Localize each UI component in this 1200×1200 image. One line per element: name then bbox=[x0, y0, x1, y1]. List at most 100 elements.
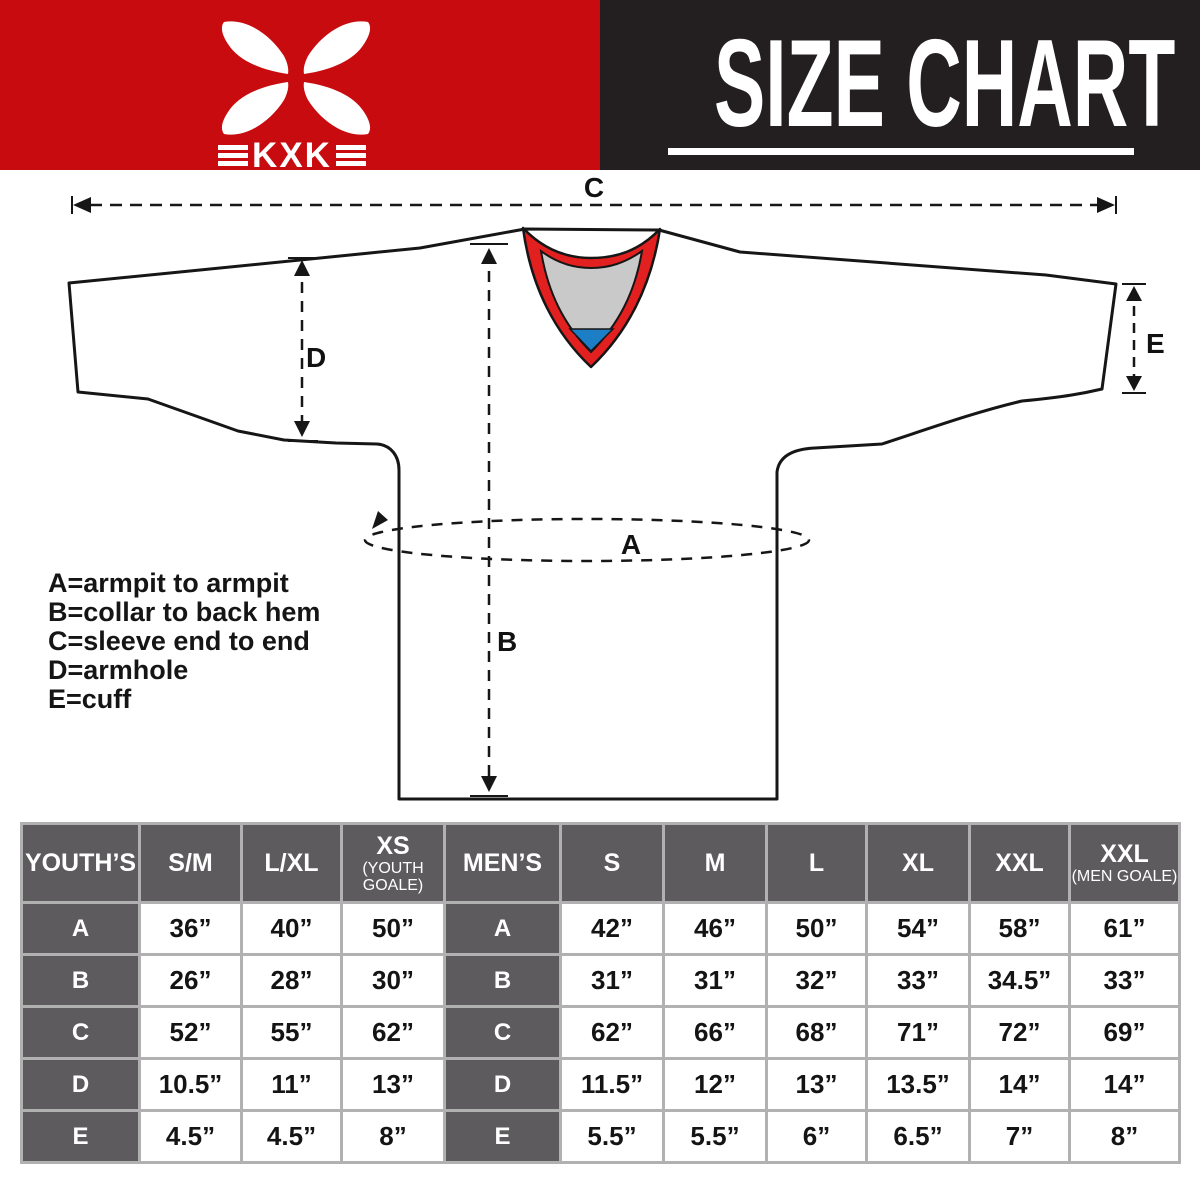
col-header-text: XXL bbox=[1100, 840, 1149, 868]
row-label: E bbox=[446, 1112, 559, 1161]
col-header-text: M bbox=[704, 849, 726, 877]
arrowhead-c-left bbox=[73, 197, 91, 213]
row-label: B bbox=[446, 956, 559, 1005]
size-value: 54” bbox=[868, 904, 968, 953]
measure-b bbox=[470, 243, 508, 797]
size-value: 33” bbox=[1071, 956, 1178, 1005]
size-value: 11” bbox=[243, 1060, 340, 1109]
legend-line-e: E=cuff bbox=[48, 684, 132, 714]
measure-a-ellipse bbox=[363, 517, 811, 563]
size-value: 6.5” bbox=[868, 1112, 968, 1161]
kxk-logo: KXK bbox=[218, 21, 371, 170]
size-value: 34.5” bbox=[971, 956, 1068, 1005]
collar-inner-gray bbox=[539, 248, 644, 354]
col-header-youths: YOUTH’S bbox=[23, 825, 138, 901]
size-value: 7” bbox=[971, 1112, 1068, 1161]
col-header-text: XL bbox=[902, 849, 934, 877]
col-header-subtext: (YOUTH GOALE) bbox=[362, 859, 424, 894]
label-c: C bbox=[584, 172, 604, 203]
row-label: B bbox=[23, 956, 138, 1005]
row-label: C bbox=[446, 1008, 559, 1057]
arrowhead-b-up bbox=[481, 248, 497, 264]
arrowhead-d-up bbox=[294, 260, 310, 276]
size-value: 4.5” bbox=[141, 1112, 240, 1161]
size-value: 33” bbox=[868, 956, 968, 1005]
size-value: 69” bbox=[1071, 1008, 1178, 1057]
logo-bars-right bbox=[336, 145, 366, 166]
size-value: 13” bbox=[768, 1060, 865, 1109]
logo-wing-top-left bbox=[221, 21, 289, 74]
size-value: 61” bbox=[1071, 904, 1178, 953]
size-value: 71” bbox=[868, 1008, 968, 1057]
col-header-text: S/M bbox=[168, 849, 213, 877]
measure-c bbox=[71, 196, 1117, 214]
size-value: 11.5” bbox=[562, 1060, 662, 1109]
size-value: 32” bbox=[768, 956, 865, 1005]
col-header-sm: S/M bbox=[141, 825, 240, 901]
size-value: 58” bbox=[971, 904, 1068, 953]
size-value: 52” bbox=[141, 1008, 240, 1057]
label-e: E bbox=[1146, 328, 1165, 359]
size-value: 30” bbox=[343, 956, 443, 1005]
col-header-xl: XL bbox=[868, 825, 968, 901]
col-header-text: L bbox=[808, 849, 825, 877]
label-d: D bbox=[306, 342, 326, 373]
col-header-subtext: (MEN GOALE) bbox=[1071, 868, 1178, 885]
legend-line-d: D=armhole bbox=[48, 655, 189, 685]
row-label: C bbox=[23, 1008, 138, 1057]
logo-text: KXK bbox=[252, 136, 332, 170]
measure-d bbox=[288, 257, 318, 442]
col-header-s: S bbox=[562, 825, 662, 901]
size-value: 5.5” bbox=[665, 1112, 765, 1161]
row-label: D bbox=[446, 1060, 559, 1109]
size-value: 55” bbox=[243, 1008, 340, 1057]
col-header-text: S bbox=[603, 849, 621, 877]
col-header-lxl: L/XL bbox=[243, 825, 340, 901]
size-value: 8” bbox=[1071, 1112, 1178, 1161]
size-value: 10.5” bbox=[141, 1060, 240, 1109]
label-a: A bbox=[621, 529, 641, 560]
size-value: 26” bbox=[141, 956, 240, 1005]
size-value: 62” bbox=[343, 1008, 443, 1057]
brand-panel: KXK bbox=[0, 0, 600, 170]
size-value: 31” bbox=[562, 956, 662, 1005]
size-value: 28” bbox=[243, 956, 340, 1005]
size-value: 40” bbox=[243, 904, 340, 953]
logo-wing-bottom-right bbox=[303, 82, 371, 135]
size-value: 13.5” bbox=[868, 1060, 968, 1109]
size-value: 50” bbox=[768, 904, 865, 953]
col-header-xs-youth-goalie: XS (YOUTH GOALE) bbox=[343, 825, 443, 901]
arrowhead-b-down bbox=[481, 776, 497, 792]
arrowhead-d-down bbox=[294, 421, 310, 437]
size-value: 14” bbox=[1071, 1060, 1178, 1109]
legend-line-c: C=sleeve end to end bbox=[48, 626, 310, 656]
jersey-outline bbox=[67, 227, 1118, 801]
size-value: 42” bbox=[562, 904, 662, 953]
legend-line-b: B=collar to back hem bbox=[48, 597, 321, 627]
row-label: A bbox=[23, 904, 138, 953]
col-header-text: XS bbox=[376, 831, 410, 860]
measure-e bbox=[1122, 283, 1146, 394]
col-header-l: L bbox=[768, 825, 865, 901]
arrowhead-a bbox=[372, 511, 388, 529]
size-value: 50” bbox=[343, 904, 443, 953]
size-value: 72” bbox=[971, 1008, 1068, 1057]
logo-bars-left bbox=[218, 145, 248, 166]
size-value: 68” bbox=[768, 1008, 865, 1057]
title-panel: SIZE CHART bbox=[600, 0, 1200, 170]
size-table: YOUTH’S S/M L/XL XS (YOUTH GOALE) MEN’S … bbox=[20, 822, 1181, 1164]
col-header-xxl-men-goalie: XXL (MEN GOALE) bbox=[1071, 825, 1178, 901]
col-header-mens: MEN’S bbox=[446, 825, 559, 901]
arrowhead-e-down bbox=[1126, 376, 1142, 391]
size-value: 12” bbox=[665, 1060, 765, 1109]
measurement-legend: A=armpit to armpit B=collar to back hem … bbox=[48, 569, 320, 714]
logo-wing-top-right bbox=[303, 21, 371, 74]
size-value: 46” bbox=[665, 904, 765, 953]
size-value: 8” bbox=[343, 1112, 443, 1161]
size-value: 36” bbox=[141, 904, 240, 953]
collar-insert-blue bbox=[568, 328, 615, 353]
row-label: E bbox=[23, 1112, 138, 1161]
row-label: D bbox=[23, 1060, 138, 1109]
row-label: A bbox=[446, 904, 559, 953]
